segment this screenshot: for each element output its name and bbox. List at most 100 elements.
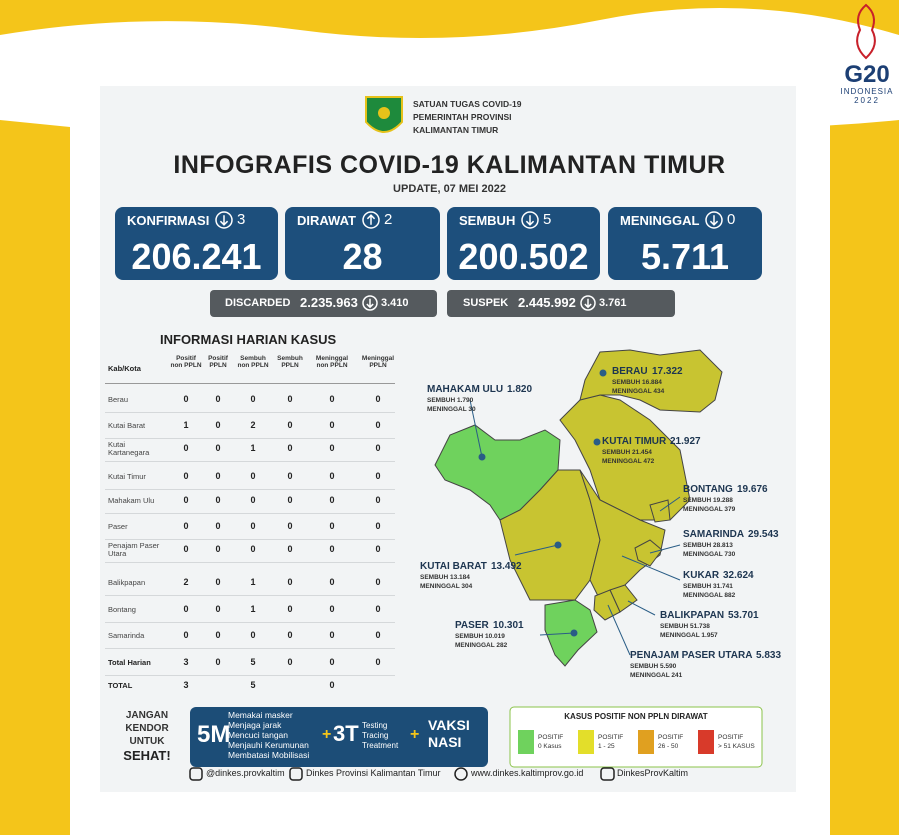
stat-card <box>447 207 600 280</box>
instagram-icon <box>189 767 203 781</box>
table-cell: 0 <box>375 521 381 531</box>
slogan-line: KENDOR <box>125 723 169 734</box>
stat-card <box>115 207 278 280</box>
table-cell: 0 <box>250 394 256 404</box>
table-cell: 0 <box>183 443 189 453</box>
discarded-pill <box>210 290 437 317</box>
facebook-icon <box>289 767 303 781</box>
table-cell: 0 <box>375 495 381 505</box>
table-cell: 0 <box>375 657 381 667</box>
region-name: BERAU <box>612 366 648 377</box>
trend-arrow <box>580 295 596 311</box>
map-dot <box>599 369 607 377</box>
table-cell: 0 <box>215 577 221 587</box>
legend-swatch <box>518 730 534 754</box>
table-cell: 0 <box>183 495 189 505</box>
org-line: SATUAN TUGAS COVID-19 <box>413 99 522 109</box>
stat-change: 3 <box>237 211 246 228</box>
row-label: Penajam Paser Utara <box>108 541 160 559</box>
table-cell: 0 <box>287 577 293 587</box>
secondary-value: 2.235.963 <box>300 295 358 310</box>
footer-link: @dinkes.provkaltim <box>206 768 285 778</box>
stat-change: 5 <box>543 211 552 228</box>
row-label: Kutai Timur <box>108 472 146 481</box>
table-cell: 0 <box>375 394 381 404</box>
arrow-glyph <box>219 215 229 226</box>
arrow-glyph <box>366 214 376 225</box>
region-value: 10.301 <box>493 620 524 631</box>
leader-line <box>607 604 631 656</box>
trend-arrow <box>521 211 539 229</box>
table-cell: 0 <box>287 471 293 481</box>
org-line: KALIMANTAN TIMUR <box>413 125 499 135</box>
row-label: Total Harian <box>108 658 151 667</box>
region-meninggal: MENINGGAL 882 <box>683 592 736 599</box>
region-sembuh: SEMBUH 16.884 <box>612 379 662 386</box>
table-cell: 0 <box>215 630 221 640</box>
region-name: BONTANG <box>683 484 733 495</box>
legend-swatch <box>698 730 714 754</box>
stat-card <box>608 207 762 280</box>
table-header: Meninggal PPLN <box>361 355 395 370</box>
table-cell: 0 <box>329 420 335 430</box>
total-cell: 5 <box>250 680 256 690</box>
arrow-ring <box>521 211 539 229</box>
region-sembuh: SEMBUH 1.790 <box>427 397 474 404</box>
region-name: SAMARINDA <box>683 529 745 540</box>
stat-label: SEMBUH <box>459 213 516 228</box>
table-cell: 0 <box>375 544 381 554</box>
table-cell: 1 <box>250 577 256 587</box>
arrow-ring <box>215 211 233 229</box>
five-m-item: Mencuci tangan <box>228 730 289 740</box>
map-dot <box>554 541 562 549</box>
table-cell: 0 <box>287 394 293 404</box>
table-cell: 0 <box>287 443 293 453</box>
row-label: Samarinda <box>108 631 145 640</box>
table-header: Sembuh PPLN <box>277 355 303 370</box>
footer-link: Dinkes Provinsi Kalimantan Timur <box>306 768 441 778</box>
five-m-label: 5M <box>197 721 231 748</box>
table-cell: 5 <box>250 657 256 667</box>
update-date: UPDATE, 07 MEI 2022 <box>393 183 506 195</box>
table-header: Kab/Kota <box>108 364 141 373</box>
secondary-change: 3.761 <box>599 297 627 309</box>
legend-range: 0 Kasus <box>538 743 562 750</box>
badge-country: INDONESIA <box>840 87 894 96</box>
table-cell: 0 <box>287 630 293 640</box>
table-cell: 1 <box>183 420 189 430</box>
leader-line <box>469 399 483 458</box>
arrow-ring <box>362 211 380 229</box>
table-cell: 0 <box>250 544 256 554</box>
table-header: Meninggal non PPLN <box>315 355 349 370</box>
region-name: BALIKPAPAN <box>660 610 725 621</box>
campaign-banner <box>190 707 488 767</box>
stat-change: 2 <box>384 211 393 228</box>
table-cell: 2 <box>183 577 189 587</box>
leader-line <box>514 544 559 556</box>
arrow-glyph <box>525 215 535 226</box>
table-header: Sembuh non PPLN <box>237 355 269 370</box>
region-sembuh: SEMBUH 13.184 <box>420 574 470 581</box>
row-label: Mahakam Ulu <box>108 496 155 505</box>
region-name: MAHAKAM ULU <box>427 384 504 395</box>
badge-title: G20 <box>844 61 890 88</box>
trend-arrow <box>215 211 233 229</box>
map-leaders <box>469 369 681 656</box>
table-cell: 0 <box>375 577 381 587</box>
table-cell: 0 <box>287 420 293 430</box>
three-t-item: Testing <box>362 721 388 730</box>
table-cell: 0 <box>215 471 221 481</box>
stat-label: MENINGGAL <box>620 213 700 228</box>
three-t-item: Treatment <box>362 741 399 750</box>
row-label: Kutai Kartanegara <box>108 440 150 458</box>
table-cell: 0 <box>215 604 221 614</box>
stat-value: 5.711 <box>640 236 730 277</box>
stat-value: 206.241 <box>131 236 262 277</box>
arrow-glyph <box>709 215 719 226</box>
row-divider <box>105 461 395 462</box>
footer-link: www.dinkes.kaltimprov.go.id <box>471 768 584 778</box>
slogan-line: UNTUK <box>129 736 165 747</box>
secondary-change: 3.410 <box>381 297 409 309</box>
web-icon <box>454 767 468 781</box>
table-cell: 0 <box>329 495 335 505</box>
